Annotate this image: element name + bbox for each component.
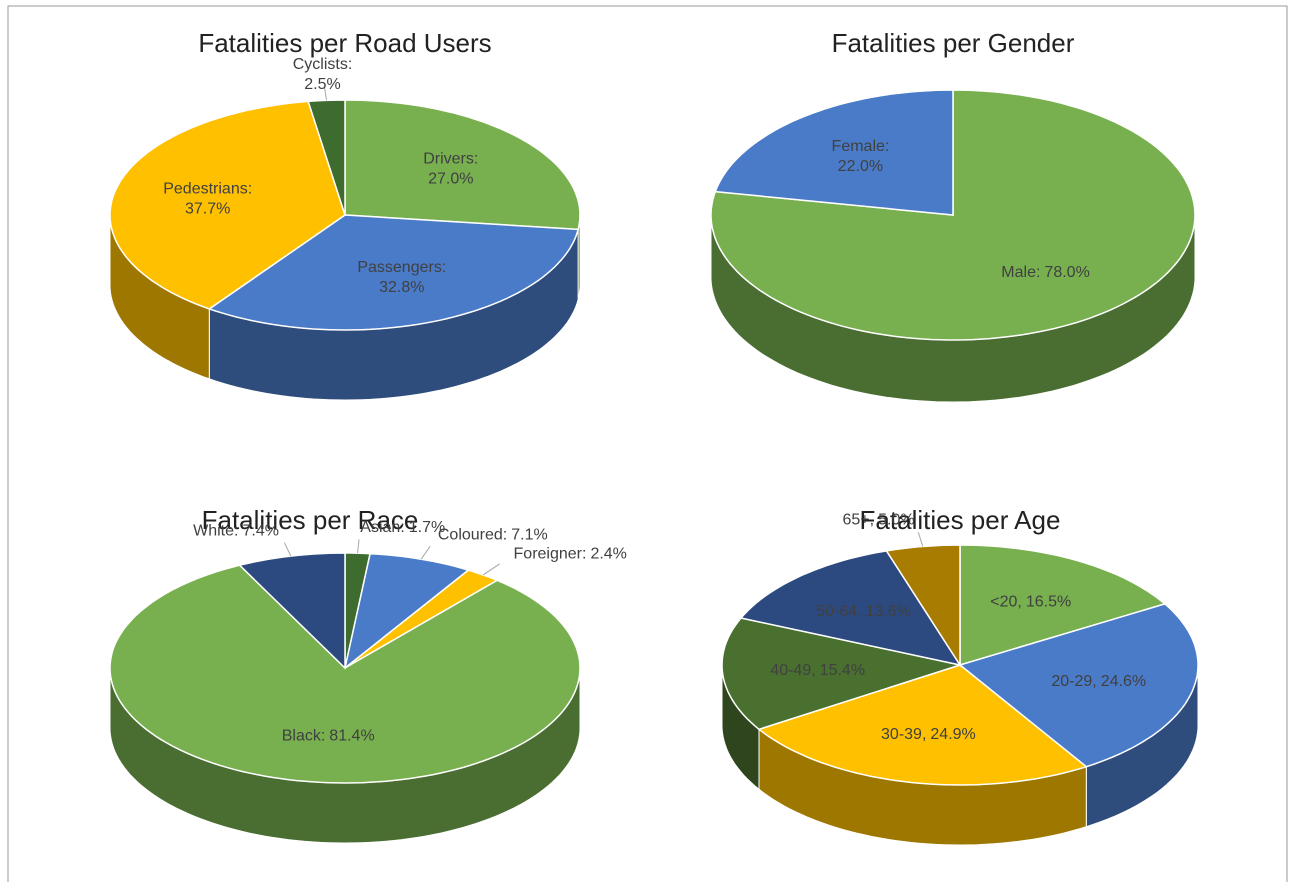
label-value: 15.4% (820, 662, 865, 679)
label-category: Drivers: (423, 151, 478, 168)
pie-slice (958, 603, 1199, 768)
label-value: 37.7% (185, 201, 230, 218)
label-value: 22.0% (838, 158, 883, 175)
data-label: Coloured: 7.1% (438, 526, 548, 543)
data-label: Drivers: 27.0% (423, 151, 478, 188)
data-label: 50-64, 13.6% (816, 603, 911, 620)
label-category: Male: (1001, 264, 1040, 281)
label-category: <20, (990, 594, 1022, 611)
frame (7, 5, 1288, 882)
label-value: 7.4% (242, 523, 278, 540)
label-value: 32.8% (379, 279, 424, 296)
label-value: 13.6% (866, 603, 911, 620)
pie-slice (207, 214, 580, 331)
pie-slice (714, 89, 954, 216)
label-category: Coloured: (438, 526, 507, 543)
label-value: 5.0% (878, 512, 914, 529)
label-category: Black: (282, 728, 326, 745)
chart-title: Fatalities per Race (202, 505, 419, 535)
label-value: 24.6% (1101, 673, 1146, 690)
pie-slice (344, 99, 581, 231)
data-label: 65+, 5.0% (843, 512, 915, 529)
label-category: 50-64, (816, 603, 861, 620)
pie-slice (739, 550, 962, 667)
label-category: Passengers: (357, 259, 446, 276)
pie-slice (343, 552, 471, 670)
label-category: Female: (832, 138, 890, 155)
label-value: 16.5% (1026, 594, 1071, 611)
data-label: Foreigner: 2.4% (514, 546, 627, 563)
label-category: Asian: (360, 519, 404, 536)
leader-line (323, 86, 328, 101)
label-value: 81.4% (329, 728, 374, 745)
label-category: Pedestrians: (163, 181, 252, 198)
data-label: 30-39, 24.9% (881, 726, 976, 743)
data-label: Female: 22.0% (832, 138, 890, 175)
pie-slice (344, 569, 499, 669)
label-value: 24.9% (930, 726, 975, 743)
leader-line (482, 563, 500, 576)
chart-title: Fatalities per Gender (832, 28, 1075, 58)
leader-line (283, 542, 292, 557)
label-value: 78.0% (1044, 264, 1089, 281)
pie-slice (238, 552, 346, 670)
label-category: Foreigner: (514, 546, 587, 563)
data-label: Passengers: 32.8% (357, 259, 446, 296)
label-category: 65+, (843, 512, 875, 529)
label-value: 27.0% (428, 171, 473, 188)
pie-slice (959, 544, 1167, 667)
data-label: <20, 16.5% (990, 594, 1071, 611)
leader-line (917, 532, 924, 547)
label-value: 7.1% (511, 526, 547, 543)
label-category: White: (193, 523, 238, 540)
data-label: Cyclists: 2.5% (293, 56, 353, 93)
chart-title: Fatalities per Road Users (198, 28, 491, 58)
label-value: 1.7% (409, 519, 445, 536)
label-category: 20-29, (1051, 673, 1096, 690)
data-label: 20-29, 24.6% (1051, 673, 1146, 690)
data-label: Asian: 1.7% (360, 519, 445, 536)
data-label: White: 7.4% (193, 523, 279, 540)
leader-line (420, 545, 431, 560)
label-category: Cyclists: (293, 56, 353, 73)
pie-slice (885, 544, 961, 668)
data-label: Male: 78.0% (1001, 264, 1090, 281)
data-label: Pedestrians: 37.7% (163, 181, 252, 218)
label-value: 2.5% (304, 76, 340, 93)
chart-title: Fatalities per Age (860, 505, 1061, 535)
leader-line (357, 539, 360, 554)
label-category: 40-49, (770, 662, 815, 679)
pie-slice (109, 100, 346, 310)
data-label: Black: 81.4% (282, 728, 375, 745)
label-category: 30-39, (881, 726, 926, 743)
label-value: 2.4% (590, 546, 626, 563)
pie-slice (757, 664, 1088, 786)
pie-slice (721, 617, 963, 731)
data-label: 40-49, 15.4% (770, 662, 865, 679)
pie-slice (109, 564, 581, 784)
